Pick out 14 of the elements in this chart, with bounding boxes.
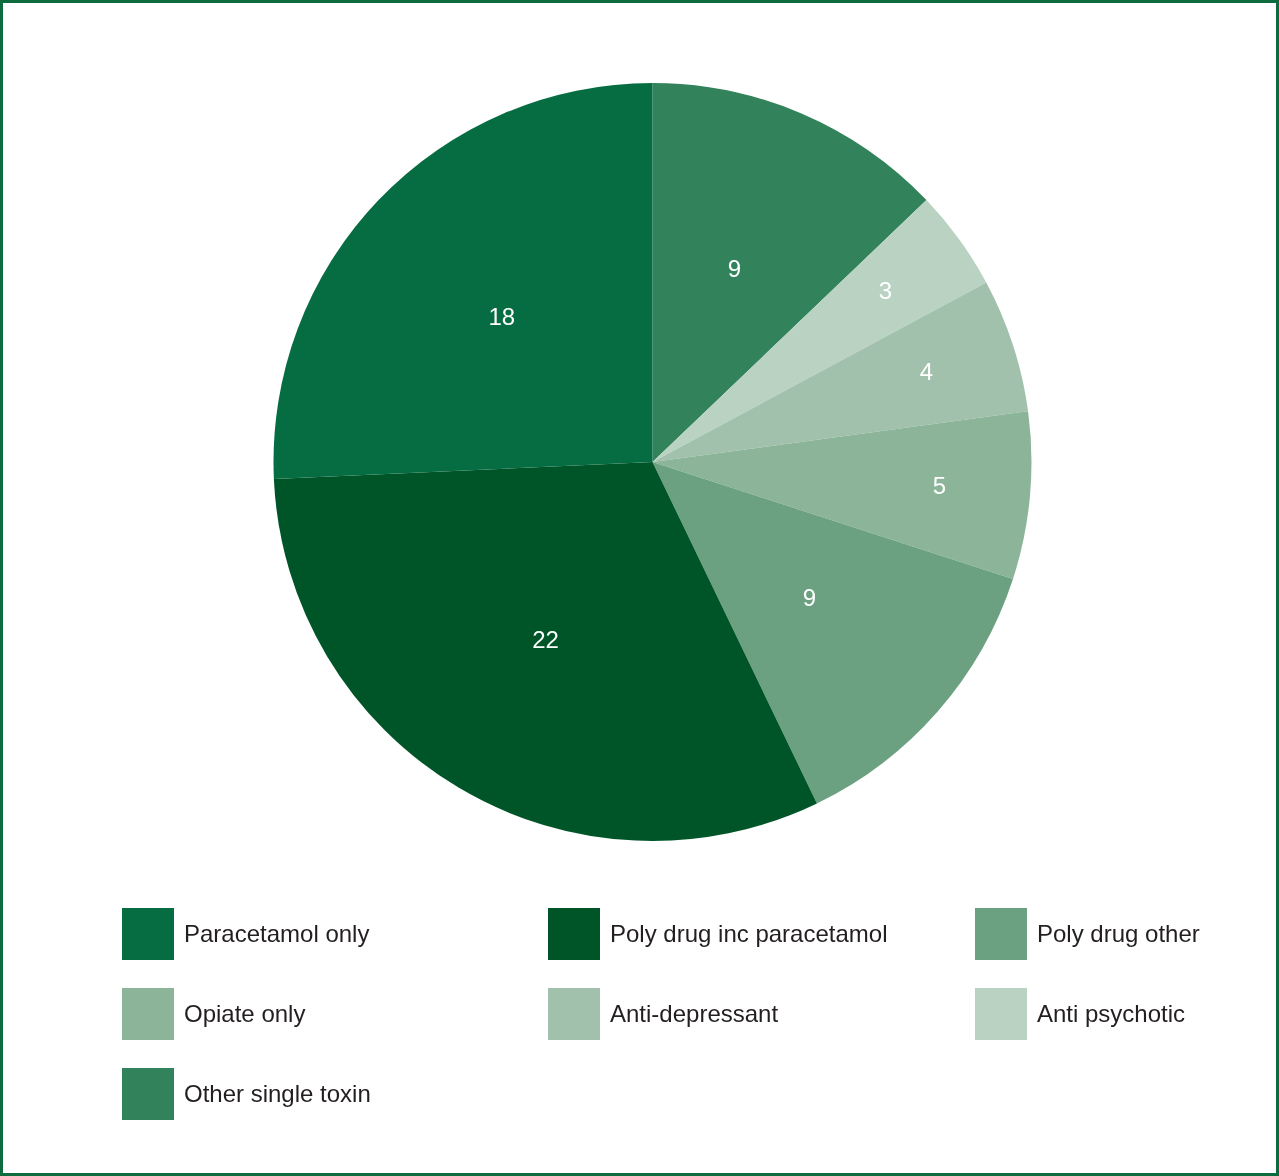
data-label: 5 xyxy=(932,472,947,500)
legend-label: Other single toxin xyxy=(184,1080,371,1108)
data-label: 22 xyxy=(532,625,559,653)
data-label: 9 xyxy=(727,254,742,282)
data-label: 4 xyxy=(919,357,934,385)
legend-label: Anti psychotic xyxy=(1037,1000,1186,1028)
legend-label: Paracetamol only xyxy=(184,920,370,948)
data-label: 9 xyxy=(802,583,817,611)
legend-label: Poly drug other xyxy=(1037,920,1200,948)
data-label: 18 xyxy=(488,302,516,330)
data-label: 3 xyxy=(878,277,893,305)
legend-label: Opiate only xyxy=(184,1000,306,1028)
legend-label: Anti-depressant xyxy=(610,1000,779,1028)
legend-label: Poly drug inc paracetamol xyxy=(610,920,888,948)
